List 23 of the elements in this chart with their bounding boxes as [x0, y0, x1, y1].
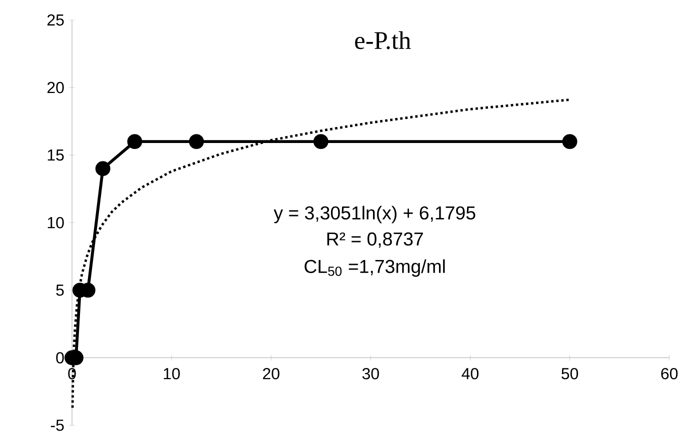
point: [95, 161, 110, 176]
point: [188, 134, 204, 150]
x-tick-label: 30: [362, 368, 379, 380]
y-tick-label: -5: [50, 420, 64, 431]
y-tick-label: 25: [47, 14, 64, 26]
annotation: R² = 0,8737: [327, 232, 423, 248]
y-tick-label: 20: [47, 82, 64, 94]
y-tick-label: 10: [48, 216, 64, 228]
x-tick-label: 20: [263, 368, 280, 380]
annotation: CL$_{50}$ =1,73mg/ml: [304, 259, 445, 277]
y-tick-label: 0: [56, 352, 64, 364]
point: [313, 134, 328, 150]
point: [127, 134, 142, 150]
x-tick-label: 10: [164, 368, 180, 380]
point: [562, 134, 578, 150]
x-tick-label: 40: [462, 368, 478, 380]
y-tick-label: 15: [48, 150, 64, 161]
y-tick-label: 5: [56, 284, 64, 296]
annotation: y = 3,3051ln(x) + 6,1795: [274, 206, 476, 224]
chart-title: e-P.th: [355, 31, 411, 50]
x-tick-label: 60: [661, 368, 678, 380]
x-tick-label: 0: [68, 368, 76, 380]
x-tick-label: 50: [562, 368, 578, 380]
